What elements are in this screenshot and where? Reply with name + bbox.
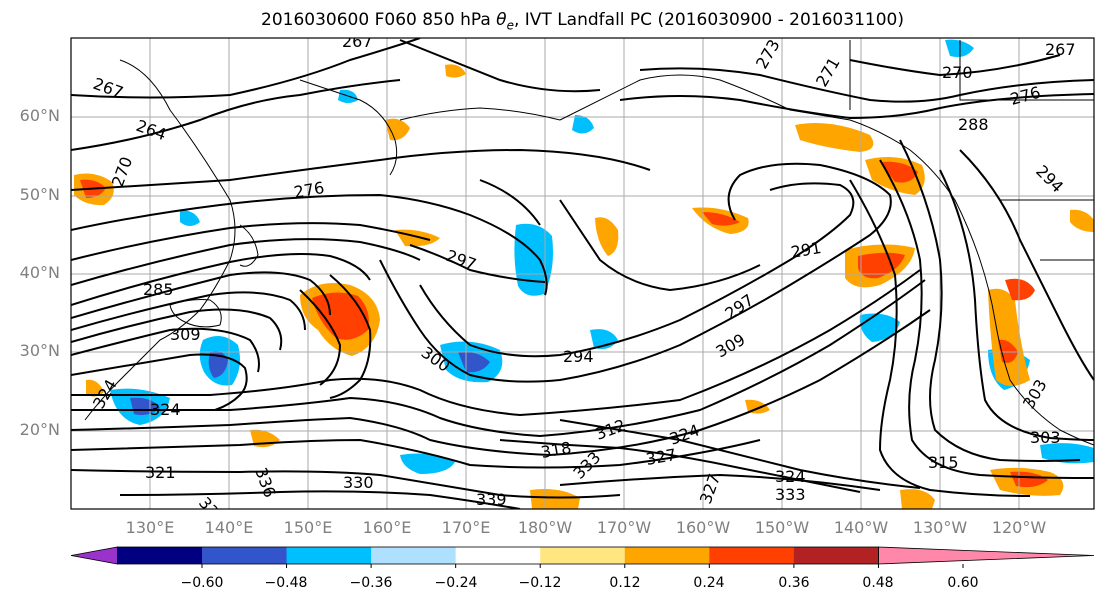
- colorbar-segment: [117, 547, 203, 564]
- contour-label: 276: [292, 178, 325, 202]
- lon-label: 160°E: [362, 518, 412, 537]
- contour-label: 312: [593, 415, 628, 443]
- contour-label: 264: [134, 116, 169, 144]
- lon-label: 180°W: [517, 518, 573, 537]
- contour-label: 273: [752, 36, 784, 72]
- lon-label: 150°E: [283, 518, 333, 537]
- colorbar-tick-label: −0.36: [349, 575, 393, 591]
- colorbar-segment: [371, 547, 457, 564]
- colorbar-tick-label: 0.36: [778, 575, 810, 591]
- contour-label: 324: [775, 467, 806, 486]
- contour-label: 297: [444, 246, 479, 274]
- contour-label: 291: [789, 238, 822, 262]
- colorbar-segment: [70, 546, 118, 565]
- contour-label: 321: [145, 463, 176, 482]
- lon-label: 130°W: [912, 518, 968, 537]
- contour-label: 339: [476, 490, 507, 509]
- lat-label: 60°N: [19, 106, 60, 125]
- contour-label: 336: [251, 465, 279, 500]
- contour-label: 270: [942, 63, 973, 82]
- colorbar-tick-label: 0.12: [609, 575, 641, 591]
- colorbar-segment: [709, 547, 795, 564]
- contour-label: 267: [342, 32, 373, 51]
- contour-label: 294: [1032, 161, 1067, 196]
- colorbar-tick-label: −0.12: [518, 575, 562, 591]
- lon-label: 170°E: [441, 518, 491, 537]
- contour-label: 327: [644, 445, 677, 469]
- contour-label: 270: [108, 154, 136, 189]
- colorbar-tick-label: 0.48: [862, 575, 894, 591]
- colorbar-segment: [286, 547, 372, 564]
- contour-label: 267: [91, 74, 126, 102]
- colorbar-segment: [793, 547, 879, 564]
- colorbar-tick-label: −0.24: [434, 575, 478, 591]
- contour-label: 309: [170, 325, 201, 344]
- colorbar-segment: [202, 547, 288, 564]
- map-title: 2016030600 F060 850 hPa θe, IVT Landfall…: [261, 10, 904, 33]
- lat-label: 50°N: [19, 185, 60, 204]
- contour-label: 303: [1030, 428, 1061, 447]
- colorbar-segment: [878, 546, 1095, 565]
- lon-label: 170°W: [596, 518, 652, 537]
- colorbar-tick-label: 0.60: [947, 575, 979, 591]
- contour-label: 330: [343, 473, 374, 492]
- lon-label: 150°W: [754, 518, 810, 537]
- contour-label: 267: [1045, 40, 1076, 59]
- lat-label: 20°N: [19, 420, 60, 439]
- contour-label: 324: [150, 400, 181, 419]
- colorbar-segment: [540, 547, 626, 564]
- contour-label: 333: [775, 485, 806, 504]
- lat-label: 40°N: [19, 263, 60, 282]
- colorbar-tick-label: −0.48: [264, 575, 308, 591]
- colorbar-tick-label: −0.60: [180, 575, 224, 591]
- lat-label: 30°N: [19, 341, 60, 360]
- contour-label: 318: [539, 438, 572, 462]
- contour-label: 294: [563, 347, 594, 366]
- contour-label: 271: [812, 54, 844, 90]
- colorbar-segment: [624, 547, 710, 564]
- lon-label: 140°W: [833, 518, 889, 537]
- lon-label: 130°E: [125, 518, 175, 537]
- colorbar-tick-label: 0.24: [693, 575, 725, 591]
- lon-label: 120°W: [991, 518, 1047, 537]
- contour-label: 285: [143, 280, 174, 299]
- colorbar-frame: [117, 546, 879, 565]
- lon-label: 140°E: [204, 518, 254, 537]
- lon-label: 160°W: [675, 518, 731, 537]
- contour-label: 288: [958, 115, 989, 134]
- contour-label: 309: [713, 330, 749, 362]
- contour-label: 315: [928, 453, 959, 472]
- colorbar: [70, 546, 1095, 568]
- theta-e-contours: [71, 38, 1094, 509]
- map-frame: [70, 37, 1095, 510]
- colorbar-segment: [455, 547, 541, 564]
